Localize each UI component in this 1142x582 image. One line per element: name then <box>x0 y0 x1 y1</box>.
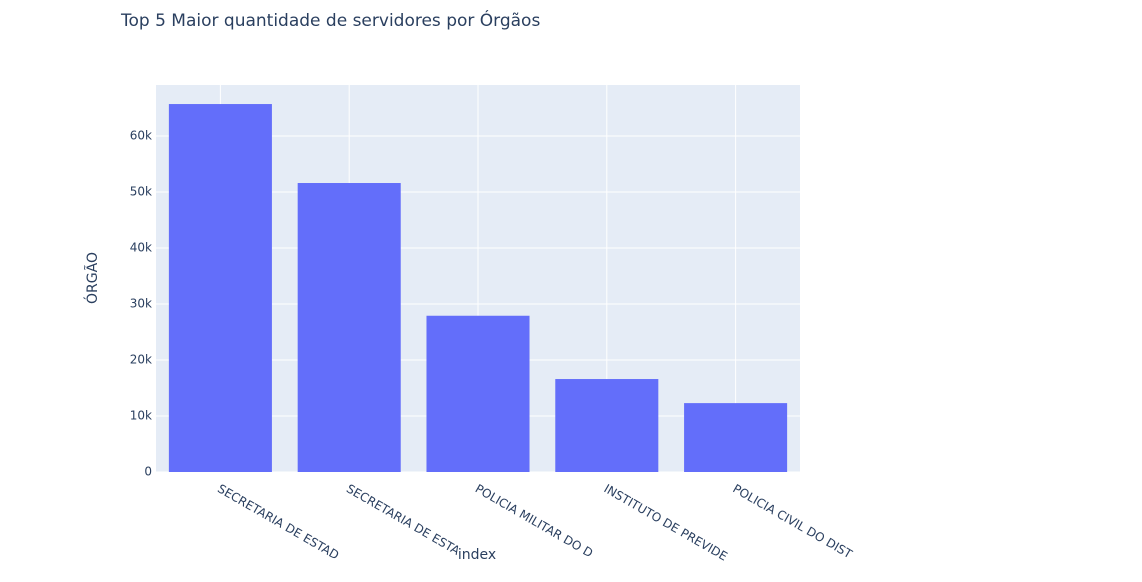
y-axis-title: ÓRGÃO <box>83 252 101 304</box>
chart-title: Top 5 Maior quantidade de servidores por… <box>120 9 540 31</box>
x-tick-label: SECRETARIA DE ESTA <box>344 482 463 559</box>
x-axis-title: index <box>458 547 496 563</box>
bar <box>297 183 401 472</box>
y-tick-label: 20k <box>130 352 152 366</box>
bar <box>684 403 788 472</box>
y-tick-label: 50k <box>130 184 152 198</box>
bar <box>555 379 659 472</box>
y-tick-label: 60k <box>130 128 152 142</box>
x-tick-label: POLICIA CIVIL DO DIST <box>730 482 855 562</box>
y-tick-label: 40k <box>130 240 152 254</box>
bar <box>168 104 272 473</box>
x-tick-label: INSTITUTO DE PREVIDE <box>602 482 730 564</box>
x-tick-label: SECRETARIA DE ESTAD <box>215 482 341 563</box>
y-tick-label: 0 <box>144 465 152 479</box>
y-tick-label: 10k <box>130 408 152 422</box>
y-tick-label: 30k <box>130 296 152 310</box>
bar <box>426 315 530 472</box>
